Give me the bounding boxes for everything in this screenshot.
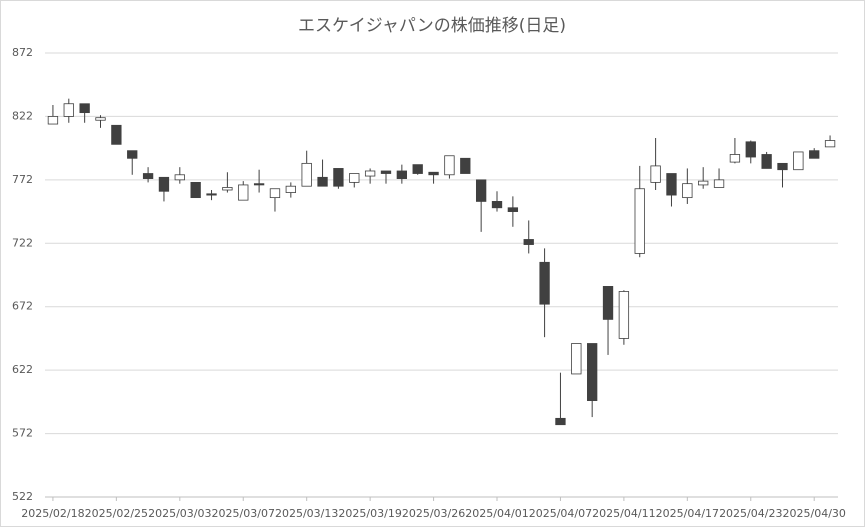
candle-body	[761, 154, 772, 169]
candle-body	[222, 187, 233, 191]
candle-body	[507, 207, 519, 212]
y-tick-label: 572	[12, 427, 33, 440]
x-tick-label: 2025/02/25	[85, 507, 148, 520]
candle-body	[491, 201, 503, 209]
candle-body	[745, 141, 756, 158]
candle-body	[253, 183, 265, 186]
chart-title: エスケイジャパンの株価推移(日足)	[298, 16, 566, 36]
candle-body	[809, 150, 820, 159]
candle-body	[301, 162, 312, 187]
x-tick-label: 2025/03/07	[212, 507, 275, 520]
candle-body	[142, 173, 154, 179]
candle-body	[190, 181, 201, 199]
y-tick-label: 522	[12, 490, 33, 503]
candle-body	[111, 124, 122, 145]
y-tick-label: 722	[12, 236, 33, 249]
candle-body	[634, 188, 645, 254]
x-tick-label: 2025/04/01	[465, 507, 528, 520]
candle-body	[206, 193, 217, 196]
candle-body	[285, 185, 296, 193]
candle-body	[63, 103, 74, 117]
candle-body	[444, 155, 455, 176]
candle-body	[571, 343, 582, 375]
y-tick-label: 872	[12, 46, 33, 59]
x-tick-label: 2025/03/13	[275, 507, 338, 520]
candle-body	[380, 170, 392, 174]
candle-body	[523, 239, 534, 245]
candle-body	[475, 179, 487, 202]
candle-body	[396, 170, 408, 179]
candle-body	[127, 150, 138, 159]
candle-body	[824, 140, 836, 148]
candle-body	[317, 176, 328, 187]
candle-body	[428, 171, 439, 176]
candle-body	[364, 170, 376, 177]
candle-body	[698, 180, 709, 186]
candle-body	[238, 184, 249, 201]
candle-body	[777, 162, 788, 171]
candle-body	[539, 261, 550, 305]
candle-body	[333, 168, 344, 187]
candle-body	[412, 164, 423, 174]
x-tick-label: 2025/02/18	[21, 507, 84, 520]
candle-body	[602, 286, 614, 320]
candle-body	[95, 117, 106, 121]
x-tick-label: 2025/04/23	[719, 507, 782, 520]
x-tick-label: 2025/04/30	[783, 507, 846, 520]
candle-body	[555, 417, 566, 426]
candle-body	[793, 151, 804, 171]
candle-body	[650, 165, 661, 183]
y-tick-label: 622	[12, 363, 33, 376]
candle-body	[158, 176, 170, 192]
x-tick-label: 2025/03/19	[338, 507, 401, 520]
candle-body	[174, 174, 185, 181]
x-tick-label: 2025/04/07	[529, 507, 592, 520]
candle-body	[618, 291, 630, 339]
candle-body	[349, 173, 360, 183]
x-tick-label: 2025/03/03	[148, 507, 211, 520]
y-tick-label: 672	[12, 300, 33, 313]
y-tick-label: 772	[12, 173, 33, 186]
candle-body	[682, 183, 693, 199]
candle-body	[460, 157, 471, 174]
x-tick-label: 2025/04/17	[656, 507, 719, 520]
candle-body	[269, 188, 281, 199]
candle-body	[729, 154, 741, 163]
x-tick-label: 2025/03/26	[402, 507, 465, 520]
candle-body	[79, 103, 90, 114]
candle-body	[47, 116, 59, 125]
y-tick-label: 822	[12, 109, 33, 122]
x-tick-label: 2025/04/11	[592, 507, 655, 520]
candle-body	[666, 173, 677, 196]
candle-body	[587, 343, 598, 401]
candle-body	[713, 179, 725, 188]
